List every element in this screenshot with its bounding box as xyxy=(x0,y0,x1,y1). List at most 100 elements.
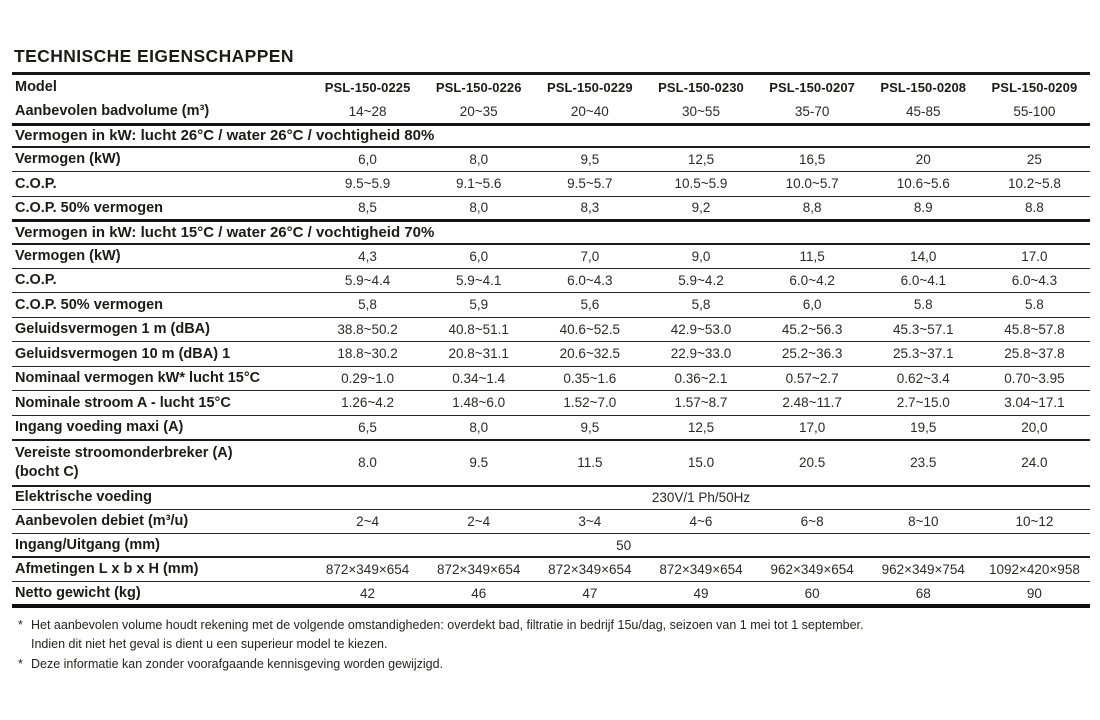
spec-value-cell: 45.8~57.8 xyxy=(978,317,1090,342)
spec-value-cell: 962×349×754 xyxy=(867,557,979,582)
spec-value-cell: 8,8 xyxy=(756,196,868,222)
spec-value-cell: 5.8 xyxy=(978,292,1090,318)
spec-value-cell: 0.35~1.6 xyxy=(534,366,646,391)
spec-value-cell: 10.0~5.7 xyxy=(756,171,868,197)
section-header-label: Vermogen in kW: lucht 15°C / water 26°C … xyxy=(12,220,1090,245)
footnote-marker: * xyxy=(18,618,23,632)
spec-value-cell: 20.5 xyxy=(756,439,868,487)
spec-value-cell: 872×349×654 xyxy=(645,557,757,582)
spec-value-cell: 25.3~37.1 xyxy=(867,341,979,367)
spec-row: Ingang voeding maxi (A) 6,5 8,0 9,5 12,5 17,0… xyxy=(12,415,1090,441)
row-label: Geluidsvermogen 10 m (dBA) 1 xyxy=(12,341,312,367)
model-name: PSL-150-0226 xyxy=(435,79,522,95)
row-label: Vermogen (kW) xyxy=(12,243,312,269)
spec-value-cell: 1.57~8.7 xyxy=(645,390,757,416)
spec-row: C.O.P. 9.5~5.9 9.1~5.6 9.5~5.7 10.5~5.9 10.0~… xyxy=(12,171,1090,197)
spec-value-cell: 6,5 xyxy=(312,415,424,441)
model-header-row: Model PSL-150-0225 PSL-150-0226 PSL-150-02… xyxy=(12,74,1090,100)
spec-value-cell: 20~35 xyxy=(423,99,535,126)
spec-value-cell: 25.8~37.8 xyxy=(978,341,1090,367)
spec-value-cell: 0.70~3.95 xyxy=(978,366,1090,391)
spec-value-cell: 8,3 xyxy=(534,196,646,222)
spec-value-cell: 20~40 xyxy=(534,99,646,126)
spec-row: C.O.P. 50% vermogen 5,8 5,9 5,6 5,8 6,0 5.8 5.8 xyxy=(12,292,1090,318)
spec-row: Afmetingen L x b x H (mm) 872×349×654 872×… xyxy=(12,557,1090,582)
row-label: Netto gewicht (kg) xyxy=(12,581,312,608)
spec-value-cell: 5,6 xyxy=(534,292,646,318)
spec-row: Geluidsvermogen 1 m (dBA) 38.8~50.2 40.8~5… xyxy=(12,317,1090,342)
spec-value-cell: 8~10 xyxy=(867,509,979,534)
row-label: C.O.P. xyxy=(12,171,312,197)
row-label: Ingang/Uitgang (mm) xyxy=(12,533,312,558)
spec-value-cell: 7,0 xyxy=(534,243,646,269)
footnotes: * Het aanbevolen volume houdt rekening me… xyxy=(12,616,1090,674)
model-name: PSL-150-0207 xyxy=(769,79,856,95)
spec-row: Nominaal vermogen kW* lucht 15°C 0.29~1.0… xyxy=(12,366,1090,391)
spec-value-cell: 8,5 xyxy=(312,196,424,222)
spec-value-cell: 5.9~4.1 xyxy=(423,268,535,293)
spec-value-cell: 55-100 xyxy=(978,99,1090,126)
spanning-value: 230V/1 Ph/50Hz xyxy=(651,490,751,505)
spec-table-body: Aanbevolen badvolume (m³) 14~28 20~35 20~40… xyxy=(12,99,1090,608)
spec-value-cell: 2~4 xyxy=(423,509,535,534)
spec-value-cell: 6~8 xyxy=(756,509,868,534)
row-label: Nominale stroom A - lucht 15°C xyxy=(12,390,312,416)
row-label: Afmetingen L x b x H (mm) xyxy=(12,557,312,582)
spec-value-cell: 8.9 xyxy=(867,196,979,222)
row-label: Ingang voeding maxi (A) xyxy=(12,415,312,441)
spec-value-cell: 15.0 xyxy=(645,439,757,487)
spec-value-cell: 20,0 xyxy=(978,415,1090,441)
spec-value-cell: 4~6 xyxy=(645,509,757,534)
spec-value-cell: 9,5 xyxy=(534,147,646,172)
spec-value-cell: 20 xyxy=(867,147,979,172)
spec-value-cell: 8,0 xyxy=(423,147,535,172)
spec-value-cell: 6.0~4.1 xyxy=(867,268,979,293)
spec-value-cell: 45-85 xyxy=(867,99,979,126)
row-label: Aanbevolen badvolume (m³) xyxy=(12,99,312,126)
section-header-row: Vermogen in kW: lucht 15°C / water 26°C … xyxy=(12,220,1090,245)
spec-row: Nominale stroom A - lucht 15°C 1.26~4.2 1.… xyxy=(12,390,1090,416)
spec-value-cell: 9,5 xyxy=(534,415,646,441)
spec-row: Vermogen (kW) 4,3 6,0 7,0 9,0 11,5 14,0 17.0 xyxy=(12,243,1090,269)
spec-value-cell: 0.29~1.0 xyxy=(312,366,424,391)
spec-value-cell: 11,5 xyxy=(756,243,868,269)
spec-value-cell: 0.62~3.4 xyxy=(867,366,979,391)
spec-value-cell: 12,5 xyxy=(645,147,757,172)
spec-value-cell: 24.0 xyxy=(978,439,1090,487)
spanning-value-cell: 230V/1 Ph/50Hz xyxy=(312,485,1090,510)
spec-value-cell: 8.0 xyxy=(312,439,424,487)
spec-value-cell: 45.3~57.1 xyxy=(867,317,979,342)
spec-value-cell: 25 xyxy=(978,147,1090,172)
spec-value-cell: 6.0~4.3 xyxy=(534,268,646,293)
spec-value-cell: 6,0 xyxy=(312,147,424,172)
spec-value-cell: 68 xyxy=(867,581,979,608)
row-label: C.O.P. 50% vermogen xyxy=(12,196,312,222)
spec-value-cell: 2.7~15.0 xyxy=(867,390,979,416)
section-header-row: Vermogen in kW: lucht 26°C / water 26°C … xyxy=(12,124,1090,148)
spec-row: Aanbevolen debiet (m³/u) 2~4 2~4 3~4 4~6 6~8 8… xyxy=(12,509,1090,534)
spec-value-cell: 2~4 xyxy=(312,509,424,534)
spec-value-cell: 4,3 xyxy=(312,243,424,269)
spec-value-cell: 45.2~56.3 xyxy=(756,317,868,342)
spec-value-cell: 49 xyxy=(645,581,757,608)
spec-value-cell: 9.5 xyxy=(423,439,535,487)
spec-value-cell: 872×349×654 xyxy=(534,557,646,582)
footnote-text: Deze informatie kan zonder voorafgaande … xyxy=(31,656,444,671)
spec-value-cell: 23.5 xyxy=(867,439,979,487)
spec-row: Vermogen (kW) 6,0 8,0 9,5 12,5 16,5 20 25 xyxy=(12,147,1090,172)
row-label: Vereiste stroomonderbreker (A) (bocht C) xyxy=(12,439,312,487)
spec-value-cell: 30~55 xyxy=(645,99,757,126)
spec-value-cell: 42 xyxy=(312,581,424,608)
spec-value-cell: 8,0 xyxy=(423,196,535,222)
footnote-line: * Het aanbevolen volume houdt rekening me… xyxy=(16,616,1090,635)
spec-row: C.O.P. 50% vermogen 8,5 8,0 8,3 9,2 8,8 8.9 8.8 xyxy=(12,196,1090,222)
spec-value-cell: 10.2~5.8 xyxy=(978,171,1090,197)
spec-value-cell: 10.6~5.6 xyxy=(867,171,979,197)
spec-value-cell: 3.04~17.1 xyxy=(978,390,1090,416)
spec-value-cell: 19,5 xyxy=(867,415,979,441)
spec-value-cell: 40.6~52.5 xyxy=(534,317,646,342)
spec-value-cell: 5,8 xyxy=(312,292,424,318)
spec-value-cell: 9,0 xyxy=(645,243,757,269)
spec-value-cell: 6,0 xyxy=(756,292,868,318)
spec-value-cell: 40.8~51.1 xyxy=(423,317,535,342)
